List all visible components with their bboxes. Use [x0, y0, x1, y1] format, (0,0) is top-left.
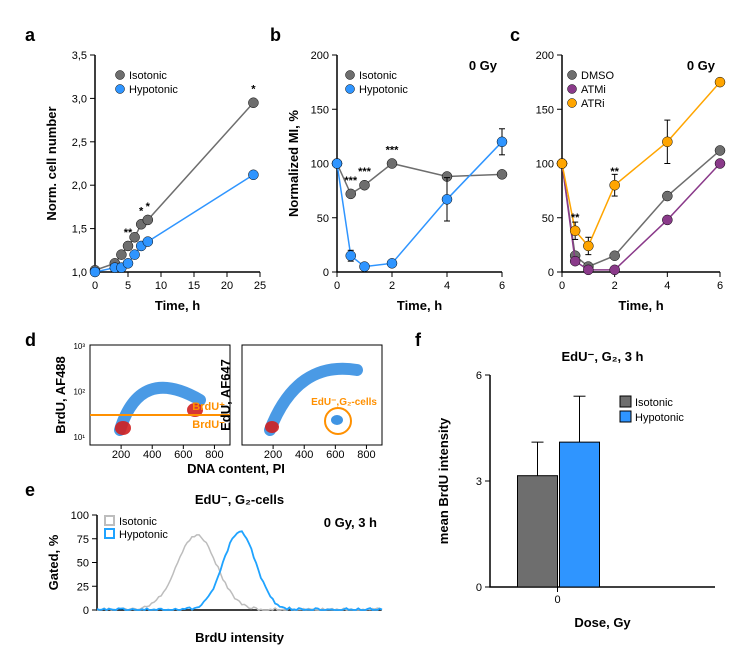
svg-text:800: 800 — [357, 449, 375, 461]
svg-text:200: 200 — [264, 449, 282, 461]
svg-text:10²: 10² — [73, 388, 85, 397]
panel-label-d: d — [25, 330, 36, 351]
svg-text:EdU⁻, G₂-cells: EdU⁻, G₂-cells — [195, 492, 284, 507]
svg-text:2: 2 — [389, 280, 395, 292]
svg-text:Hypotonic: Hypotonic — [635, 412, 684, 424]
svg-text:0: 0 — [476, 582, 482, 594]
svg-text:EdU⁻, G₂, 3 h: EdU⁻, G₂, 3 h — [562, 349, 644, 364]
svg-text:DMSO: DMSO — [581, 70, 614, 82]
svg-text:5: 5 — [125, 280, 131, 292]
svg-text:0 Gy, 3 h: 0 Gy, 3 h — [324, 515, 377, 530]
svg-text:400: 400 — [143, 449, 161, 461]
chart-f: 0 3 6 mean BrdU intensity Dose, Gy EdU⁻, G₂, … — [430, 345, 730, 635]
svg-text:100: 100 — [71, 510, 89, 522]
panel-label-a: a — [25, 25, 35, 46]
svg-text:*: * — [251, 84, 256, 96]
panel-label-b: b — [270, 25, 281, 46]
svg-text:0: 0 — [92, 280, 98, 292]
svg-text:0: 0 — [554, 594, 560, 606]
svg-text:Norm. cell number: Norm. cell number — [44, 106, 59, 220]
svg-text:**: ** — [610, 166, 619, 178]
svg-text:0: 0 — [83, 605, 89, 617]
svg-text:6: 6 — [717, 280, 723, 292]
svg-text:0: 0 — [334, 280, 340, 292]
svg-text:0: 0 — [559, 280, 565, 292]
svg-text:10: 10 — [155, 280, 167, 292]
svg-text:BrdU, AF488: BrdU, AF488 — [53, 356, 68, 434]
svg-text:BrdU intensity: BrdU intensity — [195, 630, 285, 645]
svg-text:6: 6 — [476, 370, 482, 382]
svg-text:200: 200 — [311, 50, 329, 62]
svg-text:*: * — [139, 205, 144, 217]
svg-text:50: 50 — [317, 213, 329, 225]
panel-e: 0 25 50 75 100 Gated, % BrdU intensity EdU⁻, G₂… — [42, 490, 392, 650]
svg-text:1,0: 1,0 — [72, 267, 87, 279]
svg-text:0: 0 — [323, 267, 329, 279]
svg-text:0 Gy: 0 Gy — [469, 58, 498, 73]
svg-text:25: 25 — [77, 581, 89, 593]
svg-text:***: *** — [344, 175, 358, 187]
svg-text:600: 600 — [326, 449, 344, 461]
svg-text:0 Gy: 0 Gy — [687, 58, 716, 73]
svg-text:150: 150 — [311, 104, 329, 116]
svg-text:***: *** — [358, 166, 372, 178]
chart-c: 0 2 4 6 0 50 100 150 200 Time, h 0 Gy ** ** DMSO ATMi A… — [520, 40, 730, 320]
svg-text:Gated, %: Gated, % — [46, 534, 61, 590]
svg-text:3: 3 — [476, 476, 482, 488]
svg-text:ATMi: ATMi — [581, 84, 606, 96]
svg-text:Hypotonic: Hypotonic — [119, 529, 168, 541]
svg-text:20: 20 — [221, 280, 233, 292]
svg-text:400: 400 — [295, 449, 313, 461]
svg-text:Isotonic: Isotonic — [119, 516, 157, 528]
svg-text:50: 50 — [77, 558, 89, 570]
svg-text:Hypotonic: Hypotonic — [129, 84, 178, 96]
svg-text:25: 25 — [254, 280, 266, 292]
svg-text:Hypotonic: Hypotonic — [359, 84, 408, 96]
svg-text:1,5: 1,5 — [72, 224, 87, 236]
svg-text:**: ** — [571, 212, 580, 224]
svg-text:10¹: 10¹ — [73, 433, 85, 442]
panel-label-e: e — [25, 480, 35, 501]
svg-text:50: 50 — [542, 213, 554, 225]
svg-text:4: 4 — [664, 280, 670, 292]
svg-text:Time, h: Time, h — [397, 298, 442, 313]
svg-text:200: 200 — [536, 50, 554, 62]
svg-text:Normalized MI, %: Normalized MI, % — [286, 110, 301, 217]
svg-text:800: 800 — [205, 449, 223, 461]
svg-text:75: 75 — [77, 534, 89, 546]
svg-text:Dose, Gy: Dose, Gy — [574, 615, 631, 630]
svg-text:Isotonic: Isotonic — [129, 70, 167, 82]
svg-text:3,0: 3,0 — [72, 93, 87, 105]
svg-text:2,0: 2,0 — [72, 180, 87, 192]
chart-a: 0 5 10 15 20 25 1,0 1,5 2,0 2,5 3,0 3,5 Time, h Norm.… — [40, 40, 270, 320]
svg-text:Isotonic: Isotonic — [635, 397, 673, 409]
svg-text:0: 0 — [548, 267, 554, 279]
figure-root: a b c d e f 05101520251,01,52,02,53,03,5… — [20, 20, 725, 640]
svg-text:DNA content, PI: DNA content, PI — [187, 461, 285, 475]
svg-text:ATRi: ATRi — [581, 98, 605, 110]
svg-text:*: * — [146, 201, 151, 213]
svg-text:10³: 10³ — [73, 342, 85, 351]
svg-text:600: 600 — [174, 449, 192, 461]
svg-text:4: 4 — [444, 280, 450, 292]
svg-text:EdU, AF647: EdU, AF647 — [218, 359, 233, 431]
svg-text:15: 15 — [188, 280, 200, 292]
chart-b: 0 2 4 6 0 50 100 150 200 Time, h Normalized MI, % 0… — [282, 40, 512, 320]
svg-text:2,5: 2,5 — [72, 137, 87, 149]
svg-text:2: 2 — [612, 280, 618, 292]
svg-text:Time, h: Time, h — [155, 298, 200, 313]
svg-text:mean BrdU intensity: mean BrdU intensity — [436, 417, 451, 544]
svg-text:3,5: 3,5 — [72, 50, 87, 62]
svg-text:6: 6 — [499, 280, 505, 292]
svg-text:100: 100 — [311, 159, 329, 171]
panel-label-f: f — [415, 330, 421, 351]
svg-text:Isotonic: Isotonic — [359, 70, 397, 82]
svg-text:200: 200 — [112, 449, 130, 461]
svg-text:EdU⁻,G₂-cells: EdU⁻,G₂-cells — [311, 397, 377, 408]
panel-d: 200400600800BrdU⁺BrdU⁻BrdU, AF48810¹10²1… — [42, 340, 392, 475]
svg-text:***: *** — [386, 145, 400, 157]
svg-text:100: 100 — [536, 159, 554, 171]
svg-text:Time, h: Time, h — [618, 298, 663, 313]
svg-text:150: 150 — [536, 104, 554, 116]
